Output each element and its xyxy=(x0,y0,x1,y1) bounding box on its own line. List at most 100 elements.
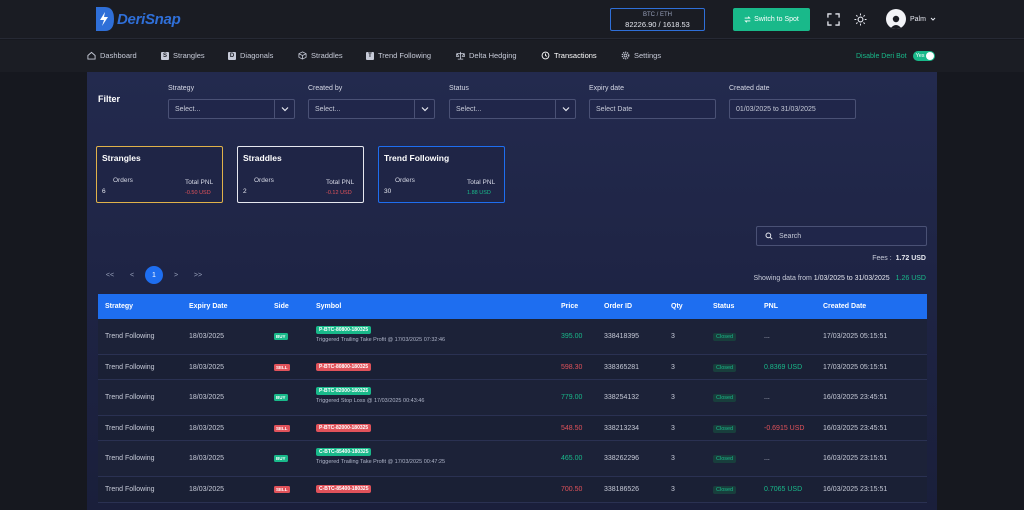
cell-strategy: Trend Following xyxy=(105,486,155,493)
nav-dashboard[interactable]: Dashboard xyxy=(87,51,137,60)
cell-symbol: P-BTC-82000-180325 xyxy=(316,424,372,432)
expiry-date-input[interactable]: Select Date xyxy=(589,99,716,119)
summary-card-trend-following[interactable]: Trend Following Orders 30 Total PNL 1.88… xyxy=(378,146,505,203)
symbol-badge[interactable]: P-BTC-82000-180325 xyxy=(316,424,372,432)
symbol-badge[interactable]: C-BTC-85400-180325 xyxy=(316,485,372,493)
search-placeholder: Search xyxy=(779,232,802,240)
column-header[interactable]: Created Date xyxy=(823,303,867,310)
created-by-value: Select... xyxy=(315,105,341,113)
main-nav: Dashboard S Strangles D Diagonals Stradd… xyxy=(0,40,1024,72)
strategy-label: Strategy xyxy=(168,85,195,92)
cell-pnl: -0.6915 USD xyxy=(764,425,805,432)
deri-bot-toggle[interactable]: Disable Deri Bot Yes xyxy=(856,51,935,61)
created-date-value: 01/03/2025 to 31/03/2025 xyxy=(736,105,816,113)
table-row[interactable]: Trend Following 18/03/2025 SELL C-BTC-85… xyxy=(98,477,927,503)
cell-strategy: Trend Following xyxy=(105,333,155,340)
card-pnl-label: Total PNL xyxy=(185,179,214,186)
status-badge: Closed xyxy=(713,394,737,402)
fees-summary: Fees :1.72 USD xyxy=(872,255,926,262)
toggle-state: Yes xyxy=(915,52,925,59)
status-badge: Closed xyxy=(713,425,737,433)
table-row[interactable]: Trend Following 18/03/2025 SELL P-BTC-80… xyxy=(98,355,927,380)
table-row[interactable]: Trend Following 18/03/2025 BUY C-BTC-854… xyxy=(98,441,927,477)
nav-diagonals[interactable]: D Diagonals xyxy=(228,51,273,60)
column-header[interactable]: Status xyxy=(713,303,735,310)
cell-side: BUY xyxy=(274,455,288,462)
search-input[interactable]: Search xyxy=(756,226,927,246)
status-value: Select... xyxy=(456,105,482,113)
table-row[interactable]: Trend Following 18/03/2025 BUY P-BTC-808… xyxy=(98,319,927,355)
card-orders-label: Orders xyxy=(254,177,274,184)
created-date-input[interactable]: 01/03/2025 to 31/03/2025 xyxy=(729,99,856,119)
nav-transactions[interactable]: Transactions xyxy=(541,51,597,60)
current-page-button[interactable]: 1 xyxy=(145,266,163,284)
user-menu[interactable]: Palm xyxy=(886,9,936,29)
symbol-badge[interactable]: P-BTC-80800-180325 xyxy=(316,363,372,371)
s-badge-icon: S xyxy=(161,51,169,60)
nav-delta-hedging[interactable]: Delta Hedging xyxy=(456,51,517,60)
toggle-switch[interactable]: Yes xyxy=(912,51,935,61)
column-header[interactable]: Strategy xyxy=(105,303,134,310)
first-page-button[interactable]: << xyxy=(105,271,115,279)
strategy-select[interactable]: Select... xyxy=(168,99,295,119)
table-row[interactable]: Trend Following 18/03/2025 SELL P-BTC-82… xyxy=(98,416,927,441)
showing-range-dates: 1/03/2025 to 31/03/2025 xyxy=(813,275,890,282)
status-badge: Closed xyxy=(713,364,737,372)
card-title: Trend Following xyxy=(384,153,450,163)
cell-expiry: 18/03/2025 xyxy=(189,486,225,493)
prev-page-button[interactable]: < xyxy=(129,271,135,279)
next-page-button[interactable]: > xyxy=(173,271,179,279)
avatar xyxy=(886,9,906,29)
pagination: << < 1 > >> xyxy=(101,266,207,284)
card-pnl-value: -0.12 USD xyxy=(326,190,352,196)
cell-status: Closed xyxy=(713,364,737,372)
cell-expiry: 18/03/2025 xyxy=(189,333,225,340)
table-row[interactable]: Trend Following 18/03/2025 BUY P-BTC-820… xyxy=(98,380,927,416)
symbol-badge[interactable]: P-BTC-80800-180325 xyxy=(316,326,372,334)
card-orders-value: 30 xyxy=(384,188,392,195)
cell-status: Closed xyxy=(713,455,737,463)
status-select[interactable]: Select... xyxy=(449,99,576,119)
nav-label: Strangles xyxy=(173,51,205,60)
column-header[interactable]: Side xyxy=(274,303,289,310)
nav-straddles[interactable]: Straddles xyxy=(298,51,343,60)
nav-settings[interactable]: Settings xyxy=(621,51,661,60)
switch-to-spot-label: Switch to Spot xyxy=(754,16,799,23)
cell-status: Closed xyxy=(713,486,737,494)
created-by-select[interactable]: Select... xyxy=(308,99,435,119)
cell-price: 548.50 xyxy=(561,425,583,432)
cell-strategy: Trend Following xyxy=(105,364,155,371)
column-header[interactable]: PNL xyxy=(764,303,778,310)
column-header[interactable]: Qty xyxy=(671,303,683,310)
transactions-panel: Filter Strategy Select... Created by Sel… xyxy=(87,72,937,510)
cell-created: 16/03/2025 23:15:51 xyxy=(823,486,888,493)
column-header[interactable]: Expiry Date xyxy=(189,303,228,310)
cell-symbol: P-BTC-80800-180325 Triggered Trailing Ta… xyxy=(316,326,445,343)
logo-icon xyxy=(96,7,114,31)
switch-to-spot-button[interactable]: Switch to Spot xyxy=(733,8,810,31)
summary-card-strangles[interactable]: Strangles Orders 6 Total PNL -0.50 USD xyxy=(96,146,223,203)
cell-created: 17/03/2025 05:15:51 xyxy=(823,364,888,371)
column-header[interactable]: Price xyxy=(561,303,579,310)
logo[interactable]: DeriSnap xyxy=(93,5,181,33)
created-date-label: Created date xyxy=(729,85,770,92)
cell-qty: 3 xyxy=(671,486,675,493)
nav-label: Transactions xyxy=(554,51,597,60)
symbol-badge[interactable]: P-BTC-82000-180325 xyxy=(316,387,372,395)
trigger-note: Triggered Trailing Take Profit @ 17/03/2… xyxy=(316,337,446,343)
cell-side: SELL xyxy=(274,364,290,371)
summary-card-straddles[interactable]: Straddles Orders 2 Total PNL -0.12 USD xyxy=(237,146,364,203)
theme-sun-icon[interactable] xyxy=(854,13,867,26)
cell-pnl: ... xyxy=(764,333,770,340)
cell-symbol: C-BTC-85400-180325 Triggered Trailing Ta… xyxy=(316,448,445,465)
column-header[interactable]: Symbol xyxy=(316,303,342,310)
nav-trend-following[interactable]: T Trend Following xyxy=(366,51,431,60)
showing-range: Showing data from 1/03/2025 to 31/03/202… xyxy=(753,275,926,282)
cell-price: 395.00 xyxy=(561,333,583,340)
fullscreen-icon[interactable] xyxy=(827,13,840,26)
cell-symbol: P-BTC-82000-180325 Triggered Stop Loss @… xyxy=(316,387,424,404)
symbol-badge[interactable]: C-BTC-85400-180325 xyxy=(316,448,372,456)
last-page-button[interactable]: >> xyxy=(193,271,203,279)
column-header[interactable]: Order ID xyxy=(604,303,633,310)
nav-strangles[interactable]: S Strangles xyxy=(161,51,205,60)
